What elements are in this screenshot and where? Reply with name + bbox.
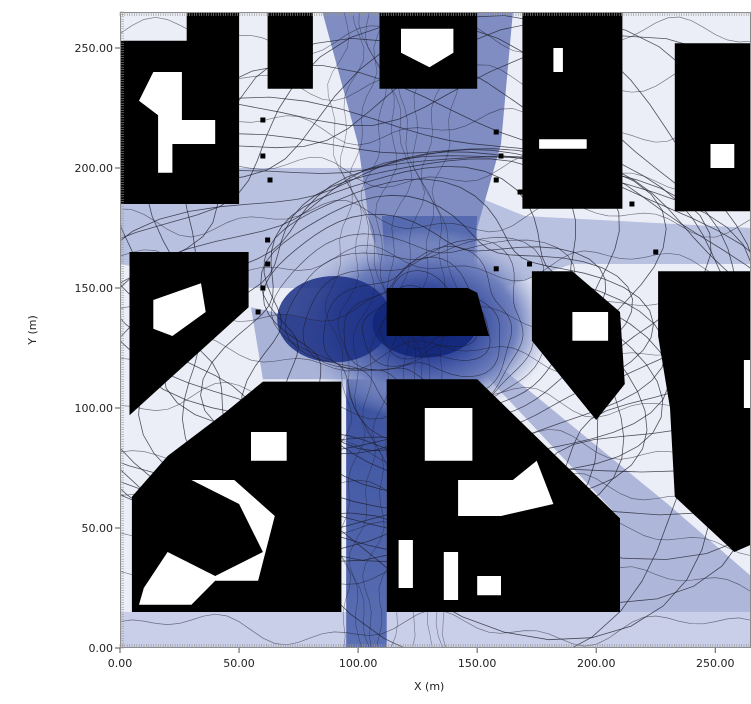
obstacle-marker: [260, 285, 266, 291]
building-w: [129, 252, 249, 416]
building-c: [386, 288, 490, 336]
building-courtyard: [477, 576, 501, 596]
building-n3: [522, 12, 623, 209]
obstacle-marker: [265, 237, 271, 243]
building-courtyard: [398, 540, 413, 588]
x-tick-label: 100.00: [339, 657, 378, 670]
contour-ring: [343, 256, 500, 378]
x-tick-label: 200.00: [577, 657, 616, 670]
obstacle-marker: [498, 153, 504, 159]
y-tick-label: 150.00: [75, 282, 114, 295]
obstacle-marker: [629, 201, 635, 207]
obstacle-marker: [493, 129, 499, 135]
obstacle-marker: [653, 249, 659, 255]
x-tick-label: 0.00: [108, 657, 133, 670]
building-courtyard: [424, 408, 473, 461]
x-axis-title: X (m): [414, 680, 444, 693]
building-e1: [531, 271, 625, 420]
contour-line: [360, 12, 389, 648]
obstacle-marker: [517, 189, 523, 195]
building-courtyard: [139, 480, 275, 605]
contour-ring: [120, 35, 751, 648]
contour-ring: [120, 15, 751, 604]
x-tick-label: 150.00: [458, 657, 497, 670]
obstacle-marker: [255, 309, 261, 315]
x-axis: 0.00 50.00 100.00 150.00 200.00 250.00: [108, 648, 735, 670]
buildings-layer: [120, 12, 751, 612]
y-tick-label: 0.00: [89, 642, 114, 655]
frame-minor-ticks: [119, 11, 750, 649]
building-courtyard: [539, 139, 587, 149]
contour-line: [120, 336, 751, 375]
obstacle-marker: [265, 261, 271, 267]
building-e2: [658, 271, 751, 552]
obstacle-marker: [267, 177, 273, 183]
y-tick-label: 250.00: [75, 42, 114, 55]
building-n1: [267, 12, 313, 89]
y-axis: 0.00 50.00 100.00 150.00 200.00 250.00: [75, 42, 120, 655]
contour-line: [348, 12, 378, 648]
plot-area: [120, 12, 751, 648]
building-courtyard: [710, 144, 735, 168]
building-courtyard: [743, 360, 751, 408]
obstacle-marker: [493, 177, 499, 183]
obstacle-marker: [260, 153, 266, 159]
building-ne: [674, 43, 751, 212]
y-tick-label: 100.00: [75, 402, 114, 415]
building-courtyard: [443, 552, 459, 600]
obstacle-marker: [493, 266, 499, 272]
contour-ring: [120, 20, 751, 641]
obstacle-marker: [679, 206, 685, 212]
field-basin-west-lobe: [277, 276, 392, 363]
building-courtyard: [401, 28, 454, 68]
y-tick-label: 200.00: [75, 162, 114, 175]
obstacle-marker: [527, 261, 533, 267]
building-courtyard: [139, 72, 216, 173]
y-tick-label: 50.00: [82, 522, 114, 535]
building-courtyard: [153, 283, 206, 336]
building-courtyard: [572, 312, 609, 341]
obstacle-marker: [660, 285, 666, 291]
y-axis-title: Y (m): [26, 315, 39, 346]
building-courtyard: [553, 48, 563, 72]
building-courtyard: [251, 432, 287, 461]
contour-line: [120, 200, 751, 238]
x-tick-label: 250.00: [696, 657, 735, 670]
building-courtyard: [458, 460, 554, 516]
field-corridor-east: [477, 348, 751, 648]
field-south-band: [120, 612, 751, 648]
x-tick-label: 50.00: [223, 657, 255, 670]
obstacle-marker: [260, 117, 266, 123]
